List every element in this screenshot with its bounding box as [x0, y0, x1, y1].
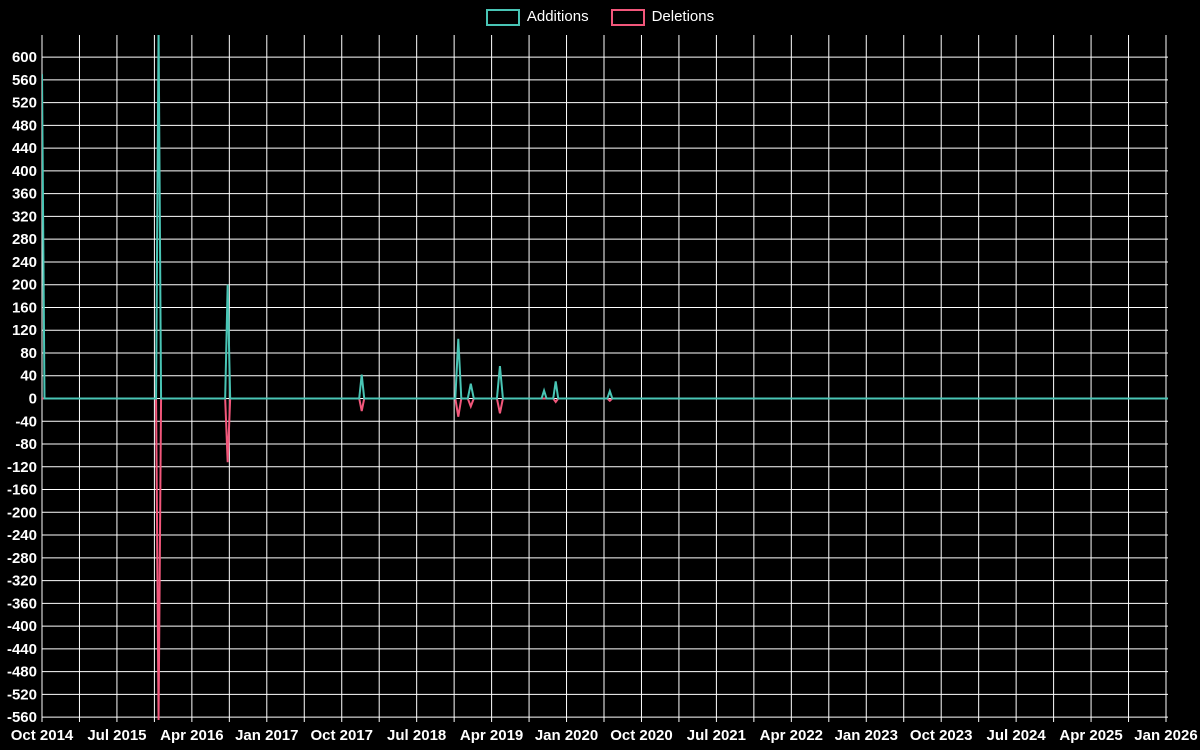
- y-tick-label: -400: [7, 618, 37, 635]
- chart-legend: Additions Deletions: [0, 8, 1200, 26]
- y-tick-label: 320: [12, 208, 37, 225]
- y-tick-label: -280: [7, 550, 37, 567]
- y-tick-label: -560: [7, 709, 37, 726]
- x-tick-label: Jul 2024: [987, 727, 1047, 744]
- y-tick-label: 360: [12, 186, 37, 203]
- y-tick-label: -360: [7, 595, 37, 612]
- y-tick-label: 160: [12, 299, 37, 316]
- legend-item-deletions[interactable]: Deletions: [610, 8, 715, 26]
- y-tick-label: 560: [12, 72, 37, 89]
- y-tick-label: 240: [12, 254, 37, 271]
- x-tick-label: Oct 2020: [610, 727, 673, 744]
- legend-item-additions[interactable]: Additions: [485, 8, 589, 26]
- y-tick-label: 440: [12, 140, 37, 157]
- y-axis-labels: 6005605204804404003603202802402001601208…: [7, 49, 37, 726]
- x-tick-label: Jul 2015: [87, 727, 146, 744]
- grid: [41, 35, 1168, 722]
- x-tick-label: Apr 2019: [460, 727, 523, 744]
- x-tick-label: Jan 2026: [1134, 727, 1197, 744]
- y-tick-label: 40: [20, 368, 37, 385]
- x-tick-label: Oct 2014: [11, 727, 74, 744]
- y-tick-label: -240: [7, 527, 37, 544]
- x-tick-label: Oct 2023: [910, 727, 973, 744]
- x-tick-label: Oct 2017: [310, 727, 373, 744]
- y-tick-label: 600: [12, 49, 37, 66]
- legend-label-deletions: Deletions: [651, 8, 715, 25]
- additions-swatch-icon: [485, 8, 520, 26]
- y-tick-label: -320: [7, 573, 37, 590]
- y-tick-label: -160: [7, 482, 37, 499]
- x-tick-label: Apr 2022: [760, 727, 823, 744]
- x-tick-label: Apr 2025: [1059, 727, 1122, 744]
- x-tick-label: Jan 2020: [535, 727, 598, 744]
- y-tick-label: -40: [15, 413, 37, 430]
- y-tick-label: 280: [12, 231, 37, 248]
- y-tick-label: 480: [12, 117, 37, 134]
- x-tick-label: Jan 2017: [235, 727, 298, 744]
- y-tick-label: 200: [12, 277, 37, 294]
- y-tick-label: 520: [12, 95, 37, 112]
- deletions-swatch-icon: [610, 8, 645, 26]
- y-tick-label: 400: [12, 163, 37, 180]
- y-tick-label: -480: [7, 664, 37, 681]
- x-tick-label: Jan 2023: [835, 727, 898, 744]
- y-tick-label: -120: [7, 459, 37, 476]
- y-tick-label: 120: [12, 322, 37, 339]
- x-tick-label: Apr 2016: [160, 727, 223, 744]
- legend-label-additions: Additions: [526, 8, 589, 25]
- y-tick-label: 80: [20, 345, 37, 362]
- y-tick-label: -440: [7, 641, 37, 658]
- y-tick-label: -80: [15, 436, 37, 453]
- x-tick-label: Jul 2021: [687, 727, 746, 744]
- x-axis-labels: Oct 2014 Jul 2015 Apr 2016 Jan 2017 Oct 2017…: [11, 727, 1198, 744]
- additions-series-line: [42, 35, 1168, 400]
- x-tick-label: Jul 2018: [387, 727, 446, 744]
- y-tick-label: -520: [7, 686, 37, 703]
- y-tick-label: 0: [29, 391, 37, 408]
- y-tick-label: -200: [7, 504, 37, 521]
